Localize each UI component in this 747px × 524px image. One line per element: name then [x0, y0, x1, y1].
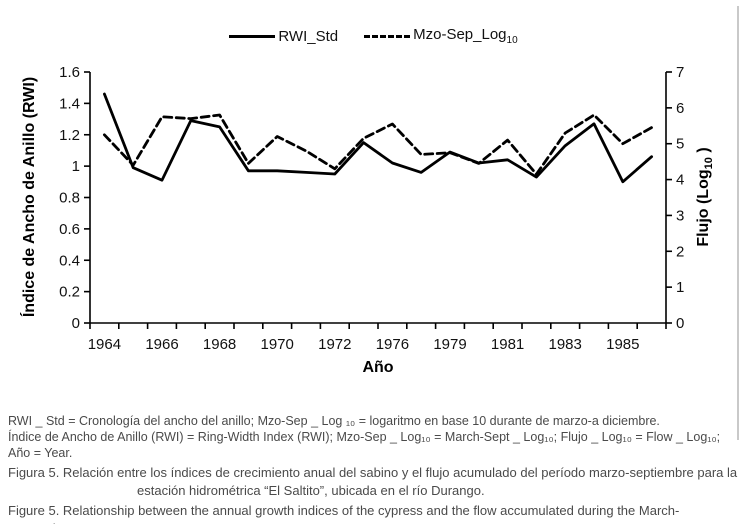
x-axis-tick-label: 1979	[433, 336, 466, 353]
left-axis-tick-label: 0.4	[59, 252, 80, 269]
caption-definition-es: RWI _ Std = Cronología del ancho del ani…	[8, 414, 660, 428]
x-axis-tick-label: 1968	[203, 336, 236, 353]
page-column-divider	[737, 6, 739, 440]
left-axis-tick-label: 0.6	[59, 221, 80, 238]
series-line-rwi-std	[103, 92, 653, 184]
right-axis-tick-label: 5	[676, 136, 684, 153]
x-axis-tick-label: 1964	[88, 336, 121, 353]
left-axis-tick-label: 1.2	[59, 127, 80, 144]
left-axis-tick-label: 0	[72, 315, 80, 332]
legend-label-mzo-sep-main: Mzo-Sep_Log	[413, 26, 507, 43]
right-axis-tick-label: 0	[676, 315, 684, 332]
legend-label-rwi-std: RWI_Std	[278, 27, 339, 45]
left-axis-title: Índice de Ancho de Anillo (RWI)	[19, 77, 38, 317]
x-axis-tick-label: 1976	[376, 336, 409, 353]
x-axis-tick-label: 1981	[491, 336, 524, 353]
left-axis-tick-label: 1	[72, 158, 80, 175]
left-axis-tick-label: 1.4	[59, 95, 80, 112]
caption-figura-es-line2: estación hidrométrica “El Saltito”, ubic…	[137, 482, 485, 498]
right-axis-tick-label: 4	[676, 172, 684, 189]
legend-label-mzo-sep-subscript: 10	[506, 35, 518, 46]
right-axis-tick-label: 7	[676, 64, 684, 81]
solid-line-sample-icon	[229, 34, 276, 38]
right-axis-tick-label: 1	[676, 279, 684, 296]
x-axis-tick-label: 1983	[549, 336, 582, 353]
caption-figura-es: Figura 5. Relación entre los índices de …	[8, 464, 741, 499]
right-axis-tick-label: 2	[676, 243, 684, 260]
figure-captions: RWI _ Std = Cronología del ancho del ani…	[8, 413, 741, 524]
chart-legend: RWI_Std Mzo-Sep_Log10	[0, 26, 747, 46]
right-axis-title-suffix: )	[695, 147, 712, 157]
legend-item-rwi-std: RWI_Std	[229, 28, 338, 45]
caption-figure-en-line1: Figure 5. Relationship between the annua…	[8, 503, 680, 524]
right-axis-tick-label: 3	[676, 207, 684, 224]
x-axis-tick-label: 1966	[145, 336, 178, 353]
left-axis-tick-label: 1.6	[59, 64, 80, 81]
left-axis-tick-label: 0.8	[59, 190, 80, 207]
caption-definition-en: Índice de Ancho de Anillo (RWI) = Ring-W…	[8, 430, 721, 460]
left-axis-tick-label: 0.2	[59, 284, 80, 301]
legend-label-mzo-sep: Mzo-Sep_Log10	[413, 26, 518, 46]
line-chart: Índice de Ancho de Anillo (RWI) Flujo (L…	[19, 64, 715, 376]
right-axis-title-main: Flujo (Log	[695, 169, 712, 246]
right-axis-title-subscript: 10	[703, 157, 715, 169]
x-axis-title: Año	[362, 359, 393, 376]
caption-figure-en: Figure 5. Relationship between the annua…	[8, 502, 741, 524]
x-axis-tick-label: 1972	[318, 336, 351, 353]
x-axis-tick-label: 1985	[606, 336, 639, 353]
right-axis-title: Flujo (Log10 )	[695, 147, 715, 246]
right-axis-tick-label: 6	[676, 100, 684, 117]
legend-item-mzo-sep: Mzo-Sep_Log10	[364, 26, 518, 46]
series-line-mzo-sep-log10	[103, 113, 653, 176]
x-axis-tick-label: 1970	[261, 336, 294, 353]
dashed-line-sample-icon	[364, 34, 411, 38]
caption-figura-es-line1: Figura 5. Relación entre los índices de …	[8, 465, 738, 480]
